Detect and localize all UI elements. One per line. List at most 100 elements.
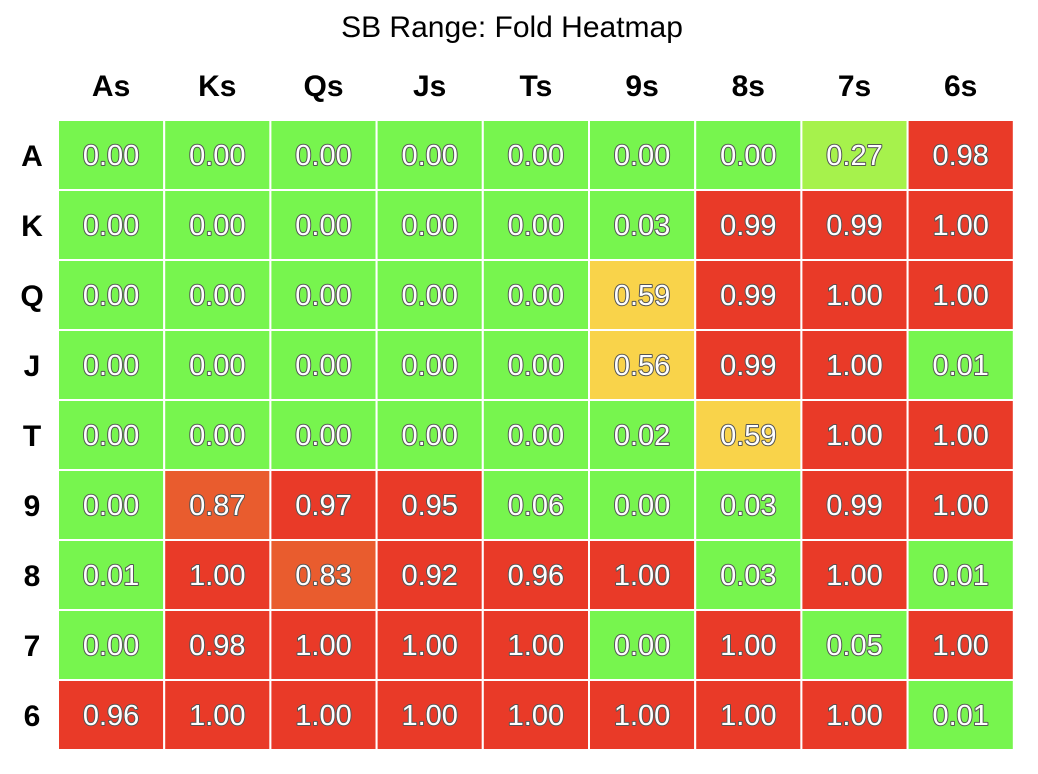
cell-value-label: 0.00 — [83, 140, 139, 172]
heatmap-cell — [163, 259, 272, 331]
cell-value-label: 0.03 — [720, 490, 776, 522]
heatmap-cell — [57, 399, 166, 471]
cell-value-label: 0.00 — [401, 350, 457, 382]
cell-value-label: 0.00 — [83, 210, 139, 242]
cell-value-label: 1.00 — [932, 280, 988, 312]
cell-value-label: 1.00 — [401, 630, 457, 662]
column-label-qs: Qs — [303, 70, 343, 103]
cell-value-label: 0.27 — [826, 140, 882, 172]
heatmap-cell — [588, 609, 697, 681]
cell-value-label: 1.00 — [720, 630, 776, 662]
cell-value-label: 0.00 — [295, 140, 351, 172]
cell-value-label: 0.00 — [508, 210, 564, 242]
cell-value-label: 0.92 — [401, 560, 457, 592]
heatmap-cell — [163, 119, 272, 191]
heatmap-cell — [163, 329, 272, 401]
cell-value-label: 1.00 — [932, 630, 988, 662]
cell-value-label: 0.59 — [720, 420, 776, 452]
row-label-q: Q — [20, 280, 43, 313]
heatmap-cell — [269, 469, 378, 541]
cell-value-label: 1.00 — [508, 700, 564, 732]
column-label-7s: 7s — [838, 70, 871, 103]
row-label-7: 7 — [24, 630, 41, 663]
column-label-ks: Ks — [198, 70, 236, 103]
heatmap-cell — [481, 679, 590, 751]
heatmap-cell — [375, 609, 484, 681]
cell-value-label: 0.00 — [401, 140, 457, 172]
cell-value-label: 0.00 — [295, 210, 351, 242]
cell-value-label: 0.56 — [614, 350, 670, 382]
cell-value-label: 0.00 — [614, 140, 670, 172]
heatmap-cell — [163, 679, 272, 751]
cell-value-label: 0.00 — [189, 350, 245, 382]
cell-value-label: 1.00 — [189, 700, 245, 732]
cell-value-label: 0.00 — [508, 350, 564, 382]
cell-value-label: 1.00 — [295, 700, 351, 732]
cell-value-label: 0.00 — [614, 490, 670, 522]
cell-value-label: 0.00 — [189, 280, 245, 312]
cell-value-label: 1.00 — [295, 630, 351, 662]
heatmap-cell — [694, 609, 803, 681]
cell-value-label: 0.87 — [189, 490, 245, 522]
cell-value-label: 1.00 — [720, 700, 776, 732]
heatmap-cell — [906, 399, 1015, 471]
row-label-9: 9 — [24, 490, 41, 523]
cell-value-label: 0.02 — [614, 420, 670, 452]
cell-value-label: 1.00 — [826, 420, 882, 452]
heatmap-cell — [57, 119, 166, 191]
cell-value-label: 0.00 — [83, 350, 139, 382]
heatmap-cell — [481, 259, 590, 331]
heatmap-cell — [57, 259, 166, 331]
heatmap-cell — [57, 329, 166, 401]
cell-value-label: 0.96 — [83, 700, 139, 732]
cell-value-label: 0.96 — [508, 560, 564, 592]
cell-value-label: 1.00 — [932, 420, 988, 452]
cell-value-label: 0.00 — [401, 210, 457, 242]
cell-value-label: 0.00 — [401, 280, 457, 312]
cell-value-label: 0.00 — [189, 420, 245, 452]
heatmap-cell — [906, 469, 1015, 541]
column-label-9s: 9s — [625, 70, 658, 103]
heatmap-cell — [269, 609, 378, 681]
row-label-8: 8 — [24, 560, 41, 593]
column-label-8s: 8s — [732, 70, 765, 103]
cell-value-label: 0.99 — [826, 490, 882, 522]
row-label-6: 6 — [24, 700, 41, 733]
cell-value-label: 0.03 — [720, 560, 776, 592]
column-label-as: As — [92, 70, 130, 103]
heatmap-cell — [57, 609, 166, 681]
cell-value-label: 0.00 — [720, 140, 776, 172]
column-label-6s: 6s — [944, 70, 977, 103]
cell-value-label: 1.00 — [932, 210, 988, 242]
cell-value-label: 1.00 — [508, 630, 564, 662]
cell-value-label: 1.00 — [189, 560, 245, 592]
cell-value-label: 0.00 — [614, 630, 670, 662]
heatmap-cell — [375, 259, 484, 331]
cell-value-label: 0.00 — [189, 140, 245, 172]
heatmap-cell — [57, 539, 166, 611]
heatmap-cell — [906, 189, 1015, 261]
cell-value-label: 0.00 — [295, 420, 351, 452]
heatmap-cell — [906, 609, 1015, 681]
cell-value-label: 0.00 — [189, 210, 245, 242]
cell-value-label: 0.05 — [826, 630, 882, 662]
heatmap-cell — [57, 469, 166, 541]
cell-value-label: 0.01 — [932, 700, 988, 732]
heatmap-cells: 0.00 0.00 0.00 0.00 0.00 0.00 0.00 0.27 0.98 0.00… — [57, 119, 1015, 751]
heatmap-cell — [906, 329, 1015, 401]
cell-value-label: 0.03 — [614, 210, 670, 242]
row-label-a: A — [21, 140, 43, 173]
heatmap-cell — [163, 539, 272, 611]
cell-value-label: 0.06 — [508, 490, 564, 522]
heatmap-cell — [694, 539, 803, 611]
heatmap-cell — [375, 399, 484, 471]
cell-value-label: 0.00 — [83, 280, 139, 312]
cell-value-label: 1.00 — [401, 700, 457, 732]
cell-value-label: 0.99 — [826, 210, 882, 242]
row-labels: A K Q J T 9 8 7 6 — [20, 140, 43, 733]
heatmap-cell — [694, 189, 803, 261]
cell-value-label: 0.00 — [508, 280, 564, 312]
cell-value-label: 0.99 — [720, 350, 776, 382]
cell-value-label: 0.99 — [720, 210, 776, 242]
